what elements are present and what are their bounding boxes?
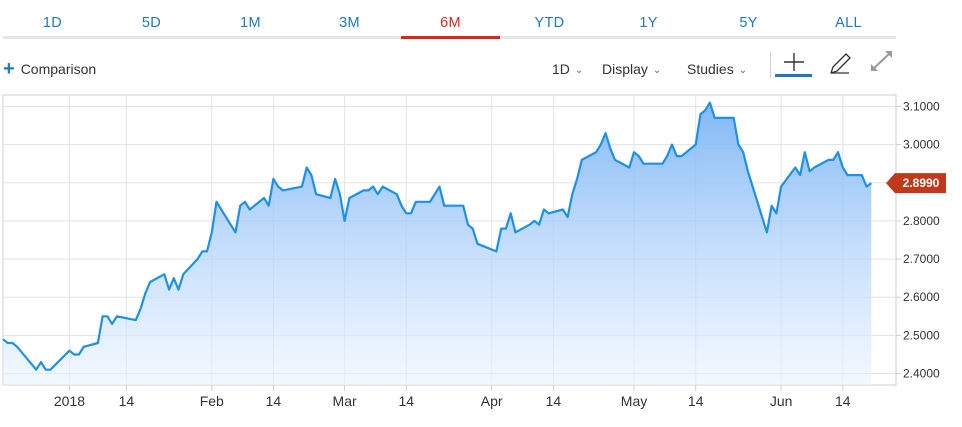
tab-5d[interactable]: 5D [141,15,162,31]
draw-button[interactable] [823,48,857,78]
chevron-down-icon: ⌄ [574,65,584,76]
tab-3m[interactable]: 3M [339,15,360,31]
comparison-label: Comparison [20,61,97,77]
y-tick-label: 2.8000 [903,214,940,228]
expand-button[interactable] [864,48,898,78]
x-tick-label: 14 [398,393,414,409]
y-tick-label: 3.0000 [903,138,940,152]
tab-6m[interactable]: 6M [401,0,500,39]
plus-icon: + [3,58,15,80]
tab-all[interactable]: ALL [835,15,862,31]
y-tick-label: 2.5000 [903,328,940,342]
crosshair-button[interactable] [777,48,811,78]
chevron-down-icon: ⌄ [738,65,748,76]
x-tick-label: May [621,393,647,409]
crosshair-icon [784,53,804,71]
last-price-label: 2.8990 [903,176,940,190]
x-tick-label: 14 [266,393,282,409]
x-tick-label: Feb [200,393,224,409]
x-tick-label: Mar [333,393,357,409]
expand-icon [871,51,892,71]
comparison-button[interactable]: + Comparison [3,58,96,80]
series-line [2,101,872,371]
area-fill [3,102,872,385]
chevron-down-icon: ⌄ [652,65,662,76]
tab-1y[interactable]: 1Y [639,15,658,31]
studies-dropdown[interactable]: Studies ⌄ [687,58,747,80]
x-tick-label: Jun [770,393,793,409]
pencil-icon [830,53,851,74]
range-tabs: 1D 5D 1M 3M 6M YTD 1Y 5Y ALL [0,0,898,39]
area-series [2,101,872,385]
x-tick-label: 14 [835,393,851,409]
y-tick-label: 2.7000 [903,252,940,266]
x-tick-label: Apr [481,393,503,409]
y-tick-label: 3.1000 [903,99,940,113]
tab-1m[interactable]: 1M [240,15,261,31]
x-tick-label: 14 [119,393,135,409]
last-price-marker [886,173,946,194]
y-tick-label: 2.6000 [903,290,940,304]
crosshair-active-indicator [775,74,812,77]
last-price-badge: 2.8990 [886,173,946,194]
y-tick-label: 2.4000 [903,367,940,381]
y-axis: 2.40002.50002.60002.70002.80002.90003.00… [896,99,940,381]
x-axis: 2018 14 Feb 14 Mar 14 Apr 14 May 14 Jun 14 [54,385,851,409]
interval-dropdown[interactable]: 1D ⌄ [552,58,583,80]
x-tick-label: 2018 [54,393,85,409]
price-chart[interactable]: 2.40002.50002.60002.70002.80002.90003.00… [0,94,962,427]
studies-label: Studies [687,61,734,77]
toolbar-divider [770,52,771,78]
tab-ytd[interactable]: YTD [534,15,565,31]
interval-label: 1D [552,61,570,77]
tab-5y[interactable]: 5Y [739,15,758,31]
display-label: Display [602,61,648,77]
x-tick-label: 14 [688,393,704,409]
tab-1d[interactable]: 1D [42,15,63,31]
display-dropdown[interactable]: Display ⌄ [602,58,661,80]
x-tick-label: 14 [546,393,562,409]
